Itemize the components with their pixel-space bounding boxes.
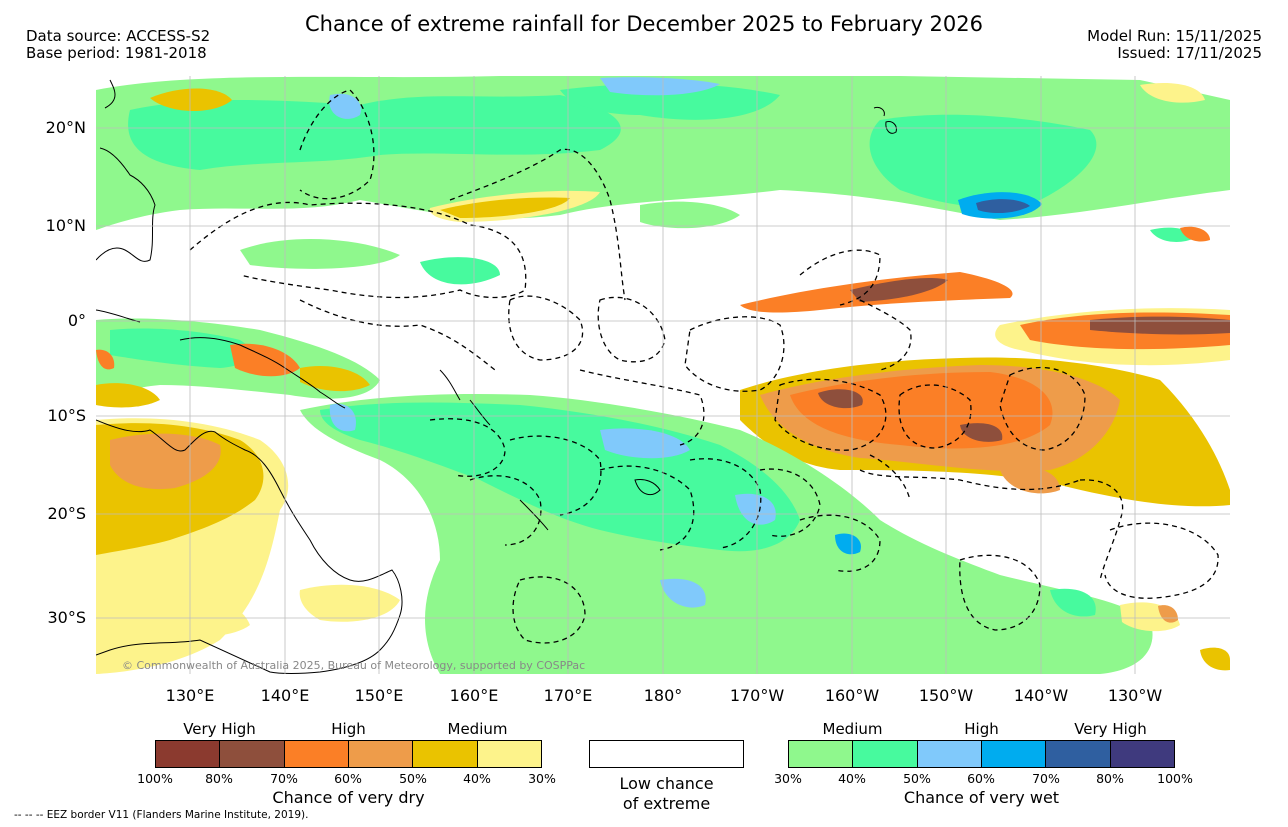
dry-region-north <box>150 82 1210 242</box>
lon-label-150e: 150°E <box>354 686 404 705</box>
meta-left: Data source: ACCESS-S2 Base period: 1981… <box>26 28 210 62</box>
lon-label-160e: 160°E <box>449 686 499 705</box>
legend-dry-swatch <box>413 741 478 767</box>
lat-label-10s: 10°S <box>47 406 86 425</box>
legend-dry-tick: 30% <box>528 771 556 786</box>
lat-label-20s: 20°S <box>47 504 86 523</box>
meta-right: Model Run: 15/11/2025 Issued: 17/11/2025 <box>1087 28 1262 62</box>
legend-wet-swatch <box>1110 741 1174 767</box>
legend-low-line1: Low chance <box>619 774 714 793</box>
lat-label-30s: 30°S <box>47 608 86 627</box>
lon-label-130e: 130°E <box>165 686 215 705</box>
legend-wet-heading-very-high: Very High <box>1074 720 1147 738</box>
legend-dry-swatch <box>156 741 221 767</box>
lon-label-140w: 140°W <box>1013 686 1069 705</box>
lat-label-10n: 10°N <box>45 216 86 235</box>
legend-low-chance-caption: Low chance of extreme <box>589 774 744 814</box>
legend-wet-tick: 80% <box>1096 771 1124 786</box>
legend-dry-swatch <box>284 741 349 767</box>
map-title: Chance of extreme rainfall for December … <box>305 12 983 36</box>
legend-wet-heading-high: High <box>964 720 999 738</box>
legend-dry-tick: 50% <box>399 771 427 786</box>
legend-wet-swatch <box>981 741 1047 767</box>
lon-label-150w: 150°W <box>918 686 974 705</box>
legend-wet-colorbar <box>788 740 1175 768</box>
data-source: Data source: ACCESS-S2 <box>26 27 211 45</box>
legend-wet-tick: 40% <box>838 771 866 786</box>
lon-label-160w: 160°W <box>824 686 880 705</box>
legend-dry-caption: Chance of very dry <box>272 788 425 807</box>
lon-label-180: 180° <box>643 686 683 705</box>
legend-low-line2: of extreme <box>622 794 711 813</box>
legend-dry-swatch <box>220 741 285 767</box>
legend-dry-tick: 40% <box>463 771 491 786</box>
copyright-notice: © Commonwealth of Australia 2025, Bureau… <box>122 659 586 672</box>
legend-wet-tick: 60% <box>967 771 995 786</box>
eez-borders <box>189 89 1219 644</box>
legend-wet-tick: 70% <box>1032 771 1060 786</box>
lon-label-140e: 140°E <box>260 686 310 705</box>
legend-dry-tick: 80% <box>205 771 233 786</box>
legend-dry-tick: 100% <box>137 771 173 786</box>
legend-low-chance-swatch <box>589 740 744 768</box>
base-period: Base period: 1981-2018 <box>26 44 207 62</box>
legend-dry-heading-very-high: Very High <box>183 720 256 738</box>
lon-label-170e: 170°E <box>543 686 593 705</box>
eez-footer-note: -- -- -- EEZ border V11 (Flanders Marine… <box>14 809 309 821</box>
legend-wet-tick: 50% <box>903 771 931 786</box>
legend-wet-tick: 100% <box>1157 771 1193 786</box>
legend-dry-heading-high: High <box>331 720 366 738</box>
legend-dry-tick: 60% <box>334 771 362 786</box>
legend-wet-heading-medium: Medium <box>822 720 883 738</box>
model-run: Model Run: 15/11/2025 <box>1087 27 1262 45</box>
graticule <box>96 76 1230 674</box>
legend-dry-tick: 70% <box>270 771 298 786</box>
legend-wet-swatch <box>853 741 918 767</box>
legend-dry-colorbar <box>155 740 542 768</box>
legend-dry-swatch <box>348 741 414 767</box>
lat-label-0: 0° <box>67 311 86 330</box>
lon-label-130w: 130°W <box>1107 686 1163 705</box>
legend-wet-tick: 30% <box>774 771 802 786</box>
legend-wet-caption: Chance of very wet <box>903 788 1060 807</box>
legend-wet-swatch <box>789 741 854 767</box>
legend-dry-swatch <box>477 741 541 767</box>
legend-dry-heading-medium: Medium <box>447 720 508 738</box>
legend-wet-swatch <box>917 741 982 767</box>
lat-label-20n: 20°N <box>45 118 86 137</box>
rainfall-map <box>96 76 1230 674</box>
dry-region-australia <box>96 418 400 674</box>
land-outlines <box>96 79 897 674</box>
issued-date: Issued: 17/11/2025 <box>1117 44 1262 62</box>
lon-label-170w: 170°W <box>729 686 785 705</box>
legend-wet-swatch <box>1046 741 1111 767</box>
